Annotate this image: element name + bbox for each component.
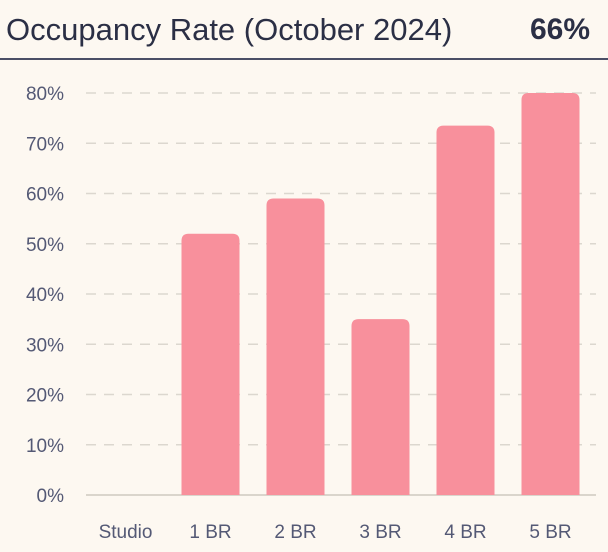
y-tick-label: 50% [26,235,64,256]
y-tick-label: 40% [26,285,64,306]
occupancy-kpi-value: 66% [529,13,590,46]
y-tick-label: 60% [26,185,64,206]
chart-header: Occupancy Rate (October 2024) 66% [0,0,608,60]
y-tick-label: 0% [37,486,65,507]
y-tick-label: 80% [26,84,64,105]
occupancy-bar-chart: 0% 10% 20% 30% 40% 50% 60% 70% 80% Studio 1 BR 2 B… [26,84,596,543]
bar-5-br [521,93,580,495]
x-axis-ticks: Studio 1 BR 2 BR 3 BR 4 BR 5 BR [99,522,572,543]
bar-3-br [351,319,410,495]
y-tick-label: 70% [26,134,64,155]
grid-lines [86,92,596,496]
x-tick-label: 1 BR [189,522,231,543]
bar-1-br [181,233,240,495]
x-tick-label: 2 BR [274,522,316,543]
y-tick-label: 30% [26,335,64,356]
x-tick-label: 5 BR [529,522,571,543]
bars [181,93,580,495]
bar-4-br [436,125,495,495]
y-tick-label: 10% [26,436,64,457]
x-tick-label: 3 BR [359,522,401,543]
bar-2-br [266,198,325,495]
chart-title: Occupancy Rate (October 2024) [6,12,453,47]
y-axis-ticks: 0% 10% 20% 30% 40% 50% 60% 70% 80% [26,84,64,507]
x-tick-label: Studio [99,522,153,543]
x-tick-label: 4 BR [444,522,486,543]
y-tick-label: 20% [26,386,64,407]
